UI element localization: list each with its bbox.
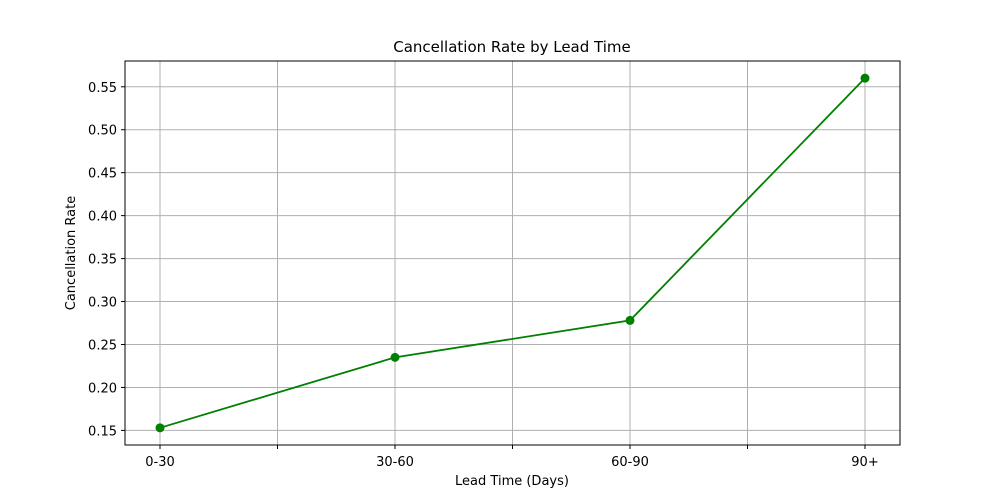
y-tick-label: 0.50 (88, 124, 117, 139)
y-tick-label: 0.45 (88, 167, 117, 182)
y-tick-label: 0.55 (88, 81, 117, 96)
y-tick-label: 0.35 (88, 253, 117, 268)
series-line (159, 77, 866, 429)
grid-lines (125, 61, 900, 445)
data-point (155, 423, 165, 433)
chart-title: Cancellation Rate by Lead Time (393, 38, 631, 56)
x-tick-label: 60-90 (611, 455, 649, 470)
x-tick-label: 30-60 (376, 455, 414, 470)
x-axis-label: Lead Time (Days) (455, 474, 569, 489)
y-axis-label: Cancellation Rate (64, 196, 79, 310)
y-tick-label: 0.40 (88, 210, 117, 225)
x-tick-label: 0-30 (145, 455, 175, 470)
y-tick-label: 0.15 (88, 424, 117, 439)
data-point (625, 315, 635, 325)
axis-ticks: 0-30 30-60 60-90 90+ 0.15 0.20 0.25 0.30 0.35 0.4… (88, 81, 879, 470)
data-point (390, 352, 400, 362)
y-tick-label: 0.25 (88, 338, 117, 353)
data-point (860, 73, 870, 83)
y-tick-label: 0.20 (88, 381, 117, 396)
series-layer (155, 73, 870, 433)
x-tick-label: 90+ (851, 455, 878, 470)
y-tick-label: 0.30 (88, 296, 117, 311)
